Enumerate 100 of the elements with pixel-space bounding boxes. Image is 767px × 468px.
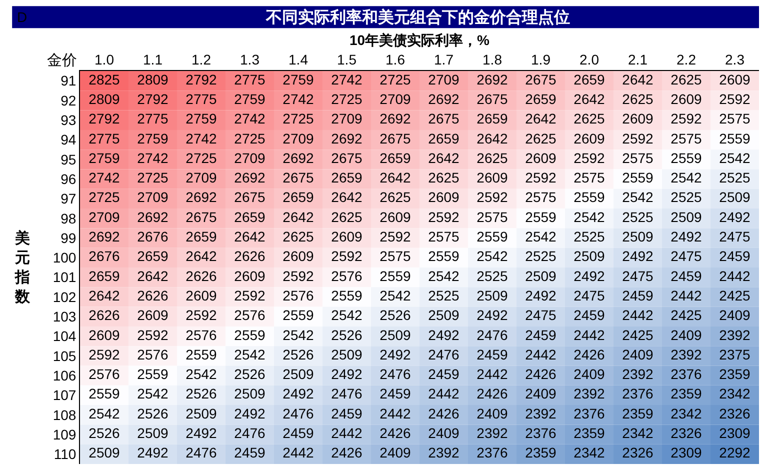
data-label: 2559 [622, 170, 654, 186]
data-label: 2492 [282, 386, 314, 402]
y-tick-label: 91 [60, 72, 76, 89]
data-label: 2609 [525, 150, 557, 166]
data-label: 2492 [622, 248, 654, 264]
data-label: 2492 [525, 287, 557, 304]
data-label: 2659 [137, 248, 169, 264]
data-label: 2392 [670, 346, 702, 362]
data-label: 2526 [380, 307, 412, 324]
data-label: 2375 [719, 346, 751, 362]
y-tick-label: 92 [60, 92, 76, 108]
data-label: 2609 [476, 170, 508, 186]
data-label: 2759 [282, 71, 314, 88]
data-label: 2392 [525, 405, 557, 422]
data-label: 2775 [88, 130, 120, 146]
data-label: 2592 [137, 326, 169, 343]
data-label: 2609 [380, 208, 412, 225]
data-label: 2475 [574, 287, 606, 304]
data-label: 2459 [282, 425, 314, 442]
data-label: 2642 [88, 287, 120, 304]
y-tick-label: 96 [60, 170, 76, 187]
data-label: 2775 [186, 90, 218, 107]
data-label: 2442 [476, 366, 508, 382]
x-tick-label: 1.0 [94, 51, 114, 68]
data-label: 2592 [186, 307, 218, 324]
data-label: 2759 [88, 150, 120, 166]
y-tick-label: 106 [52, 367, 76, 384]
data-label: 2426 [574, 346, 606, 362]
data-label: 2359 [525, 444, 557, 461]
data-label: 2676 [137, 228, 169, 245]
x-tick-label: 2.2 [676, 51, 696, 68]
data-label: 2442 [331, 425, 363, 442]
data-label: 2559 [331, 287, 363, 304]
data-label: 2609 [88, 326, 120, 343]
data-label: 2492 [670, 228, 702, 245]
data-label: 2509 [525, 268, 557, 284]
data-label: 2509 [428, 307, 460, 324]
data-label: 2509 [476, 287, 508, 304]
data-label: 2675 [282, 170, 314, 186]
data-label: 2692 [88, 228, 120, 245]
data-label: 2725 [234, 130, 266, 146]
data-label: 2542 [525, 228, 557, 245]
data-label: 2626 [186, 268, 218, 284]
data-label: 2525 [525, 248, 557, 264]
data-label: 2709 [282, 130, 314, 146]
y-tick-label: 94 [60, 132, 76, 148]
data-label: 2625 [380, 189, 412, 206]
data-label: 2542 [574, 208, 606, 225]
y-tick-label: 102 [52, 288, 76, 305]
data-label: 2576 [137, 346, 169, 362]
data-label: 2592 [719, 90, 751, 107]
data-label: 2442 [622, 307, 654, 324]
data-label: 2559 [428, 248, 460, 264]
data-label: 2692 [476, 71, 508, 88]
data-label: 2625 [428, 170, 460, 186]
data-label: 2526 [137, 405, 169, 422]
data-label: 2775 [234, 71, 266, 88]
data-label: 2592 [380, 228, 412, 245]
data-label: 2692 [282, 150, 314, 166]
data-label: 2509 [282, 366, 314, 382]
data-label: 2725 [137, 170, 169, 186]
data-label: 2625 [670, 71, 702, 88]
data-label: 2559 [380, 268, 412, 284]
data-label: 2359 [670, 386, 702, 402]
data-label: 2792 [186, 71, 218, 88]
data-label: 2426 [428, 405, 460, 422]
x-tick-label: 1.9 [531, 51, 551, 68]
data-label: 2476 [428, 346, 460, 362]
data-label: 2425 [670, 307, 702, 324]
data-label: 2575 [670, 130, 702, 146]
data-label: 2442 [719, 268, 751, 284]
data-label: 2409 [525, 386, 557, 402]
data-label: 2459 [670, 268, 702, 284]
data-label: 2692 [331, 130, 363, 146]
data-label: 2759 [137, 130, 169, 146]
data-label: 2542 [428, 268, 460, 284]
data-label: 2559 [88, 386, 120, 402]
data-label: 2592 [282, 268, 314, 284]
y-axis-title: 美元指数 [14, 229, 31, 306]
data-label: 2476 [380, 366, 412, 382]
data-label: 2392 [622, 366, 654, 382]
data-label: 2509 [719, 189, 751, 206]
data-label: 2709 [380, 90, 412, 107]
data-label: 2592 [670, 110, 702, 127]
y-tick-label: 99 [60, 230, 76, 246]
data-label: 2609 [137, 307, 169, 324]
data-label: 2442 [670, 287, 702, 304]
data-label: 2426 [380, 425, 412, 442]
data-label: 2509 [137, 425, 169, 442]
data-label: 2492 [719, 208, 751, 225]
data-label: 2709 [137, 189, 169, 206]
x-tick-label: 1.3 [240, 51, 260, 68]
data-label: 2642 [331, 189, 363, 206]
data-label: 2742 [331, 71, 363, 88]
data-label: 2426 [331, 444, 363, 461]
data-label: 2759 [234, 90, 266, 107]
data-label: 2559 [186, 346, 218, 362]
data-label: 2609 [622, 110, 654, 127]
y-tick-label: 109 [52, 426, 76, 442]
data-label: 2592 [234, 287, 266, 304]
